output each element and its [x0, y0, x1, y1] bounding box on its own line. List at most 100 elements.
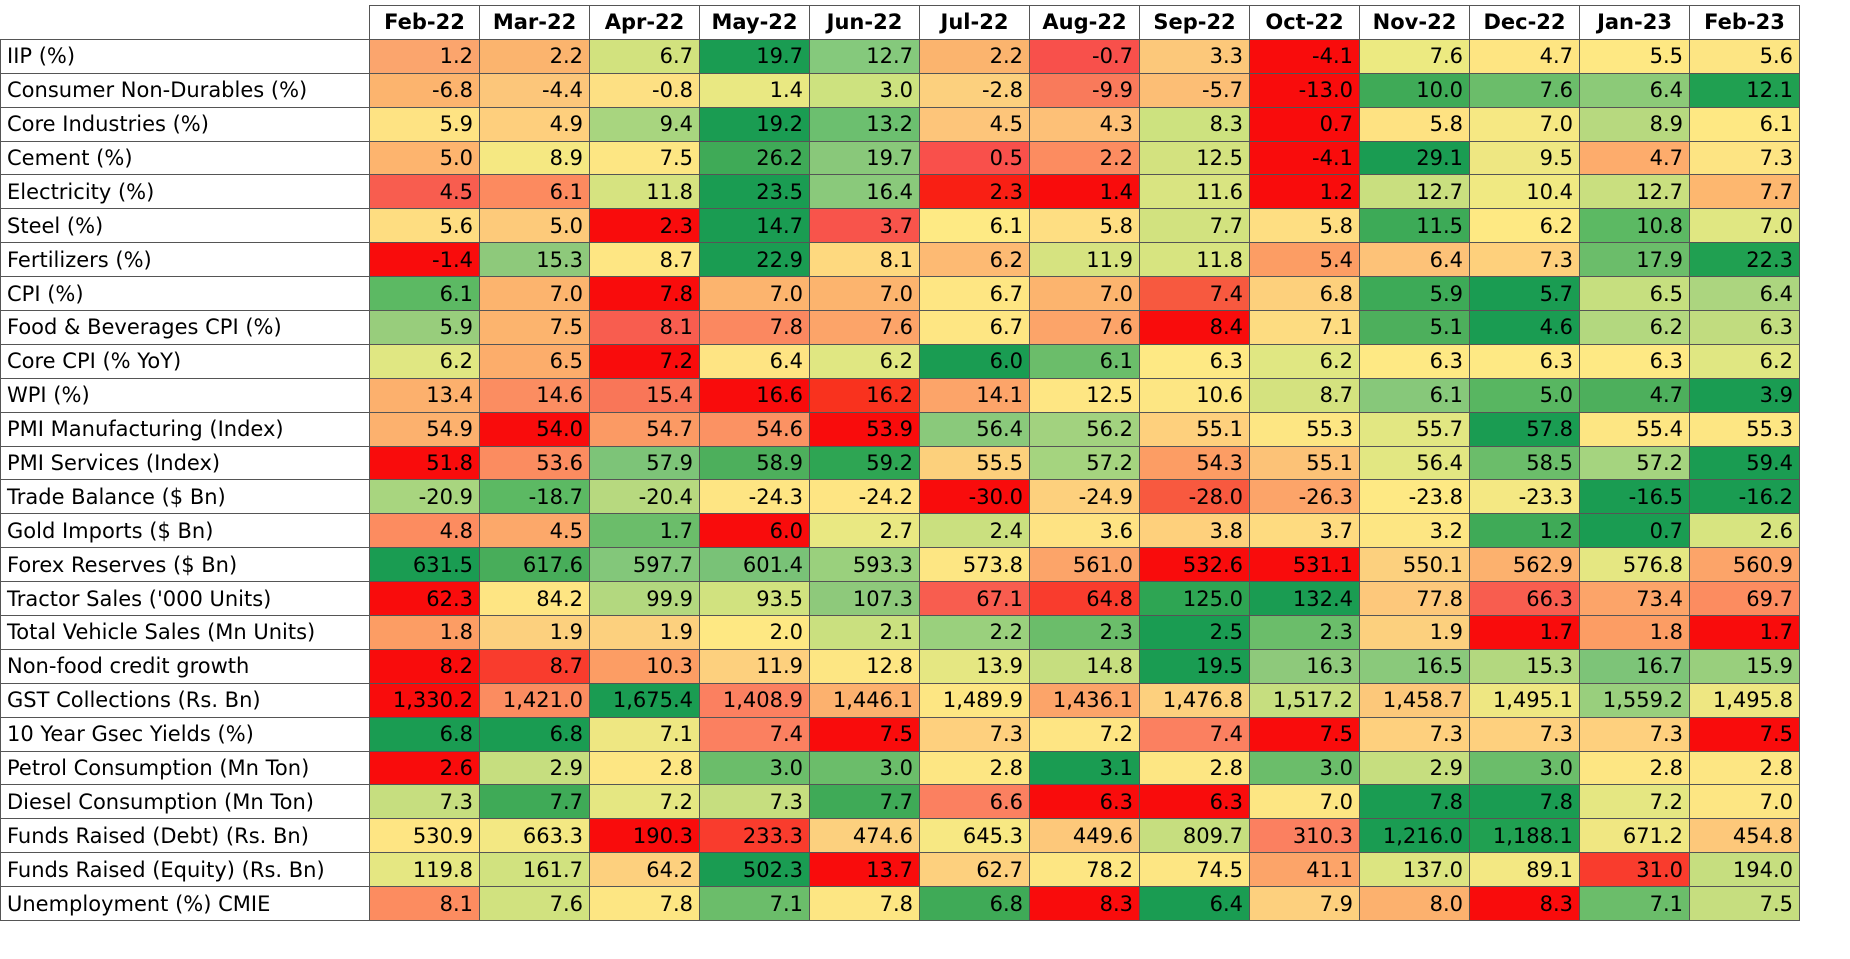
heatmap-cell: 89.1: [1469, 852, 1580, 888]
heatmap-cell: 7.0: [1689, 784, 1800, 820]
heatmap-cell: 8.9: [479, 140, 590, 176]
heatmap-cell: 7.4: [699, 716, 810, 752]
heatmap-cell: 11.5: [1359, 208, 1470, 244]
heatmap-cell: 51.8: [369, 445, 480, 481]
heatmap-cell: 1,559.2: [1579, 682, 1690, 718]
heatmap-cell: 12.5: [1029, 377, 1140, 413]
heatmap-cell: 55.3: [1689, 411, 1800, 447]
heatmap-cell: 55.3: [1249, 411, 1360, 447]
heatmap-cell: 7.3: [369, 784, 480, 820]
heatmap-cell: 10.8: [1579, 208, 1690, 244]
heatmap-cell: 7.8: [1469, 784, 1580, 820]
heatmap-cell: 2.0: [699, 615, 810, 650]
heatmap-cell: 4.7: [1579, 140, 1690, 176]
column-header: Sep-22: [1139, 5, 1250, 40]
heatmap-cell: 7.5: [1689, 886, 1800, 922]
row-label: Funds Raised (Debt) (Rs. Bn): [0, 818, 370, 854]
table-row: GST Collections (Rs. Bn) 1,330.2 1,421.0 1,…: [0, 682, 1800, 718]
heatmap-cell: 3.0: [809, 72, 920, 108]
heatmap-cell: 15.3: [479, 242, 590, 278]
heatmap-cell: 2.3: [589, 208, 700, 244]
heatmap-cell: 6.8: [919, 886, 1030, 922]
heatmap-cell: 1.9: [589, 615, 700, 650]
row-label: Petrol Consumption (Mn Ton): [0, 750, 370, 786]
heatmap-cell: -0.7: [1029, 38, 1140, 74]
heatmap-cell: 74.5: [1139, 852, 1250, 888]
heatmap-cell: 1.7: [589, 513, 700, 549]
heatmap-cell: 809.7: [1139, 818, 1250, 854]
heatmap-cell: 7.6: [479, 886, 590, 922]
heatmap-cell: 5.0: [1469, 377, 1580, 413]
heatmap-cell: 7.1: [589, 716, 700, 752]
heatmap-cell: 1.4: [1029, 174, 1140, 210]
row-label: Core Industries (%): [0, 106, 370, 142]
table-row: Non-food credit growth 8.2 8.7 10.3 11.9 12.8…: [0, 648, 1800, 684]
heatmap-body: IIP (%) 1.2 2.2 6.7 19.7 12.7 2.2 -0.7 3.3 -4.1 7.…: [0, 38, 1800, 922]
heatmap-cell: 7.8: [589, 276, 700, 312]
heatmap-cell: 5.5: [1579, 38, 1690, 74]
indicator-heatmap-table: Feb-22 Mar-22 Apr-22 May-22 Jun-22 Jul-22 Aug-…: [0, 5, 1800, 922]
heatmap-cell: 55.1: [1249, 445, 1360, 481]
heatmap-cell: 6.7: [589, 38, 700, 74]
heatmap-cell: 1.8: [369, 615, 480, 650]
heatmap-cell: 22.9: [699, 242, 810, 278]
heatmap-cell: 58.5: [1469, 445, 1580, 481]
heatmap-cell: 560.9: [1689, 547, 1800, 583]
heatmap-cell: 1,458.7: [1359, 682, 1470, 718]
heatmap-cell: 1,330.2: [369, 682, 480, 718]
heatmap-cell: -18.7: [479, 479, 590, 515]
heatmap-cell: 6.3: [1359, 343, 1470, 379]
heatmap-cell: -2.8: [919, 72, 1030, 108]
heatmap-cell: 2.9: [1359, 750, 1470, 786]
row-label: GST Collections (Rs. Bn): [0, 682, 370, 718]
heatmap-cell: 125.0: [1139, 581, 1250, 617]
heatmap-cell: 3.7: [1249, 513, 1360, 549]
heatmap-cell: 7.5: [1689, 716, 1800, 752]
heatmap-cell: 6.7: [919, 310, 1030, 345]
heatmap-cell: 1,188.1: [1469, 818, 1580, 854]
heatmap-cell: 15.3: [1469, 648, 1580, 684]
column-header: Jan-23: [1579, 5, 1690, 40]
heatmap-cell: -5.7: [1139, 72, 1250, 108]
heatmap-cell: 1.8: [1579, 615, 1690, 650]
heatmap-cell: 3.0: [1469, 750, 1580, 786]
heatmap-cell: 7.0: [809, 276, 920, 312]
heatmap-cell: 1.9: [479, 615, 590, 650]
heatmap-cell: 16.7: [1579, 648, 1690, 684]
table-row: Funds Raised (Equity) (Rs. Bn) 119.8 161.7…: [0, 852, 1800, 888]
heatmap-cell: 5.7: [1469, 276, 1580, 312]
heatmap-cell: 8.3: [1029, 886, 1140, 922]
heatmap-cell: 4.6: [1469, 310, 1580, 345]
heatmap-cell: -30.0: [919, 479, 1030, 515]
heatmap-cell: 2.8: [1139, 750, 1250, 786]
heatmap-cell: 16.2: [809, 377, 920, 413]
heatmap-cell: 5.0: [479, 208, 590, 244]
heatmap-cell: 6.2: [1249, 343, 1360, 379]
heatmap-cell: 663.3: [479, 818, 590, 854]
table-row: Core CPI (% YoY) 6.2 6.5 7.2 6.4 6.2 6.0 6.1 6.3…: [0, 343, 1800, 379]
row-label: 10 Year Gsec Yields (%): [0, 716, 370, 752]
column-header: Mar-22: [479, 5, 590, 40]
row-label: Core CPI (% YoY): [0, 343, 370, 379]
heatmap-cell: 2.3: [919, 174, 1030, 210]
row-label: Electricity (%): [0, 174, 370, 210]
heatmap-cell: 8.9: [1579, 106, 1690, 142]
heatmap-cell: 67.1: [919, 581, 1030, 617]
heatmap-cell: 6.3: [1689, 310, 1800, 345]
heatmap-cell: 1.7: [1689, 615, 1800, 650]
heatmap-cell: 3.3: [1139, 38, 1250, 74]
heatmap-cell: 1,517.2: [1249, 682, 1360, 718]
heatmap-cell: 194.0: [1689, 852, 1800, 888]
heatmap-cell: 1,495.1: [1469, 682, 1580, 718]
heatmap-cell: 0.5: [919, 140, 1030, 176]
heatmap-cell: 6.1: [479, 174, 590, 210]
heatmap-cell: 7.0: [1469, 106, 1580, 142]
heatmap-cell: -26.3: [1249, 479, 1360, 515]
heatmap-cell: 107.3: [809, 581, 920, 617]
heatmap-cell: 6.4: [1689, 276, 1800, 312]
heatmap-cell: 593.3: [809, 547, 920, 583]
heatmap-cell: 3.7: [809, 208, 920, 244]
heatmap-cell: 2.7: [809, 513, 920, 549]
heatmap-cell: 1,495.8: [1689, 682, 1800, 718]
heatmap-cell: 7.0: [1689, 208, 1800, 244]
